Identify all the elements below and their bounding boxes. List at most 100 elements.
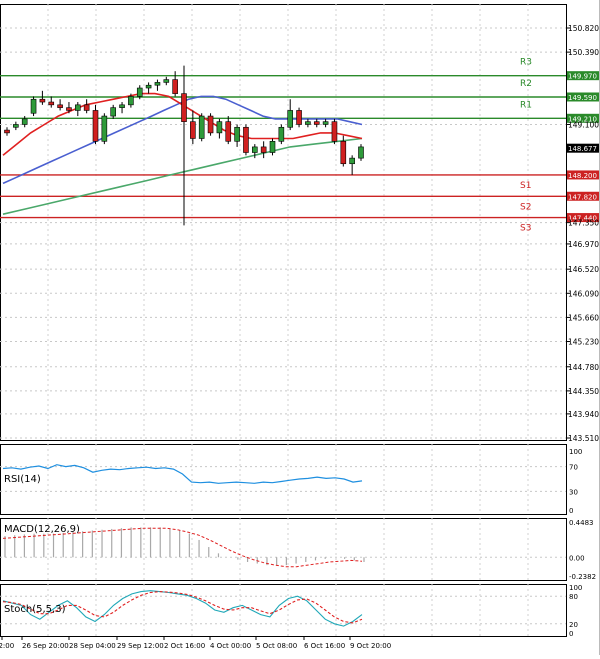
y-tick-label: 144.780 (568, 363, 599, 372)
stoch-tick-label: 100 (569, 584, 582, 592)
y-tick-label: 149.100 (568, 120, 599, 129)
ma-green-line (2, 137, 363, 215)
price-tag-text: 147.820 (568, 193, 597, 201)
stoch-tick-label: 80 (569, 593, 578, 601)
candle-body (92, 110, 99, 142)
price-tag-r3 (567, 71, 599, 81)
candle-body (278, 126, 285, 142)
candle-body (190, 121, 196, 139)
candle-body (340, 140, 347, 165)
x-tick-label: 9 Oct 20:00 (350, 642, 391, 650)
stoch-tick-label: 20 (569, 621, 578, 629)
y-tick-label: 146.970 (568, 240, 599, 249)
macd-signal-line (2, 527, 363, 568)
price-tag-s3 (567, 213, 599, 223)
candle-body (30, 98, 37, 114)
y-tick-label: 150.820 (568, 24, 599, 33)
rsi-tick-label: 0 (569, 507, 573, 515)
macd-tick-label: 0.4483 (569, 519, 594, 527)
pivot-label-r1: R1 (520, 100, 532, 110)
current-price-tag (567, 143, 599, 153)
macd-tick-label: 0.00 (569, 554, 585, 562)
x-tick-label: 26 Sep 20:00 (22, 642, 69, 650)
candle-body (39, 98, 46, 103)
candle-body (287, 110, 294, 128)
x-tick-label: 6 Oct 16:00 (304, 642, 345, 650)
macd-tick-label: -0.2382 (569, 573, 596, 581)
rsi-panel-frame (0, 444, 567, 515)
y-tick-label: 143.510 (568, 434, 599, 443)
y-tick-label: 143.940 (568, 410, 599, 419)
candle-body (243, 126, 249, 153)
price-tag-text: 148.200 (568, 172, 597, 180)
candle-body (83, 104, 90, 111)
rsi-tick-label: 30 (569, 488, 578, 496)
candle-body (331, 121, 338, 142)
candle-body (269, 140, 276, 153)
stoch-k-line (2, 590, 363, 627)
pivot-label-s1: S1 (520, 181, 531, 191)
x-tick-label: 2 Oct 16:00 (164, 642, 205, 650)
price-tag-text: 147.440 (568, 215, 597, 223)
rsi-tick-label: 100 (569, 448, 582, 456)
candle-body (145, 84, 152, 89)
candle-body (358, 146, 364, 159)
candle-body (110, 107, 116, 117)
candle-body (4, 129, 10, 134)
candle-body (305, 121, 311, 125)
y-tick-label: 147.350 (568, 219, 599, 228)
candle-body (154, 82, 161, 86)
candle-body (21, 118, 28, 125)
stoch-label: Stoch(5,5,3) (4, 604, 66, 615)
candle-body (101, 115, 108, 142)
y-tick-label: 146.090 (568, 289, 599, 298)
candle-body (163, 79, 170, 83)
x-tick-label: 12:00 (0, 642, 14, 650)
candle-body (198, 115, 205, 139)
y-tick-label: 145.230 (568, 338, 599, 347)
price-tag-text: 149.210 (568, 115, 597, 123)
price-tag-text: 149.970 (568, 73, 597, 81)
pivot-label-r2: R2 (520, 79, 532, 89)
candle-body (322, 121, 329, 125)
candle-body (75, 104, 81, 111)
x-tick-label: 29 Sep 12:00 (117, 642, 164, 650)
candle-body (119, 104, 125, 108)
x-tick-label: 28 Sep 04:00 (69, 642, 116, 650)
x-tick-label: 4 Oct 00:00 (210, 642, 251, 650)
pivot-label-r3: R3 (520, 58, 532, 68)
candle-body (225, 121, 232, 142)
y-tick-label: 144.350 (568, 387, 599, 396)
y-tick-label: 145.660 (568, 313, 599, 322)
candle-body (48, 101, 55, 106)
candle-body (313, 121, 320, 125)
candle-body (57, 104, 63, 108)
stoch-d-line (2, 591, 363, 624)
price-tag-r2 (567, 92, 599, 102)
macd-label: MACD(12,26,9) (4, 524, 80, 535)
candle-body (207, 115, 214, 134)
candle-body (172, 79, 178, 94)
macd-panel-frame (0, 518, 567, 581)
candle-body (260, 146, 267, 153)
candle-body (296, 110, 302, 125)
candle-body (136, 87, 143, 97)
stoch-tick-label: 0 (569, 630, 573, 638)
pivot-label-s3: S3 (520, 224, 531, 234)
price-tag-text: 149.590 (568, 94, 597, 102)
candle-body (66, 107, 72, 111)
stoch-panel-frame (0, 584, 567, 637)
candle-body (252, 146, 258, 153)
current-price-text: 148.677 (568, 145, 597, 153)
candle-body (181, 93, 187, 122)
rsi-line (2, 464, 363, 484)
price-tag-s1 (567, 170, 599, 180)
rsi-tick-label: 70 (569, 464, 578, 472)
price-tag-s2 (567, 191, 599, 201)
rsi-label: RSI(14) (4, 474, 41, 485)
candle-body (128, 96, 134, 106)
x-tick-label: 5 Oct 08:00 (256, 642, 297, 650)
price-tag-r1 (567, 113, 599, 123)
